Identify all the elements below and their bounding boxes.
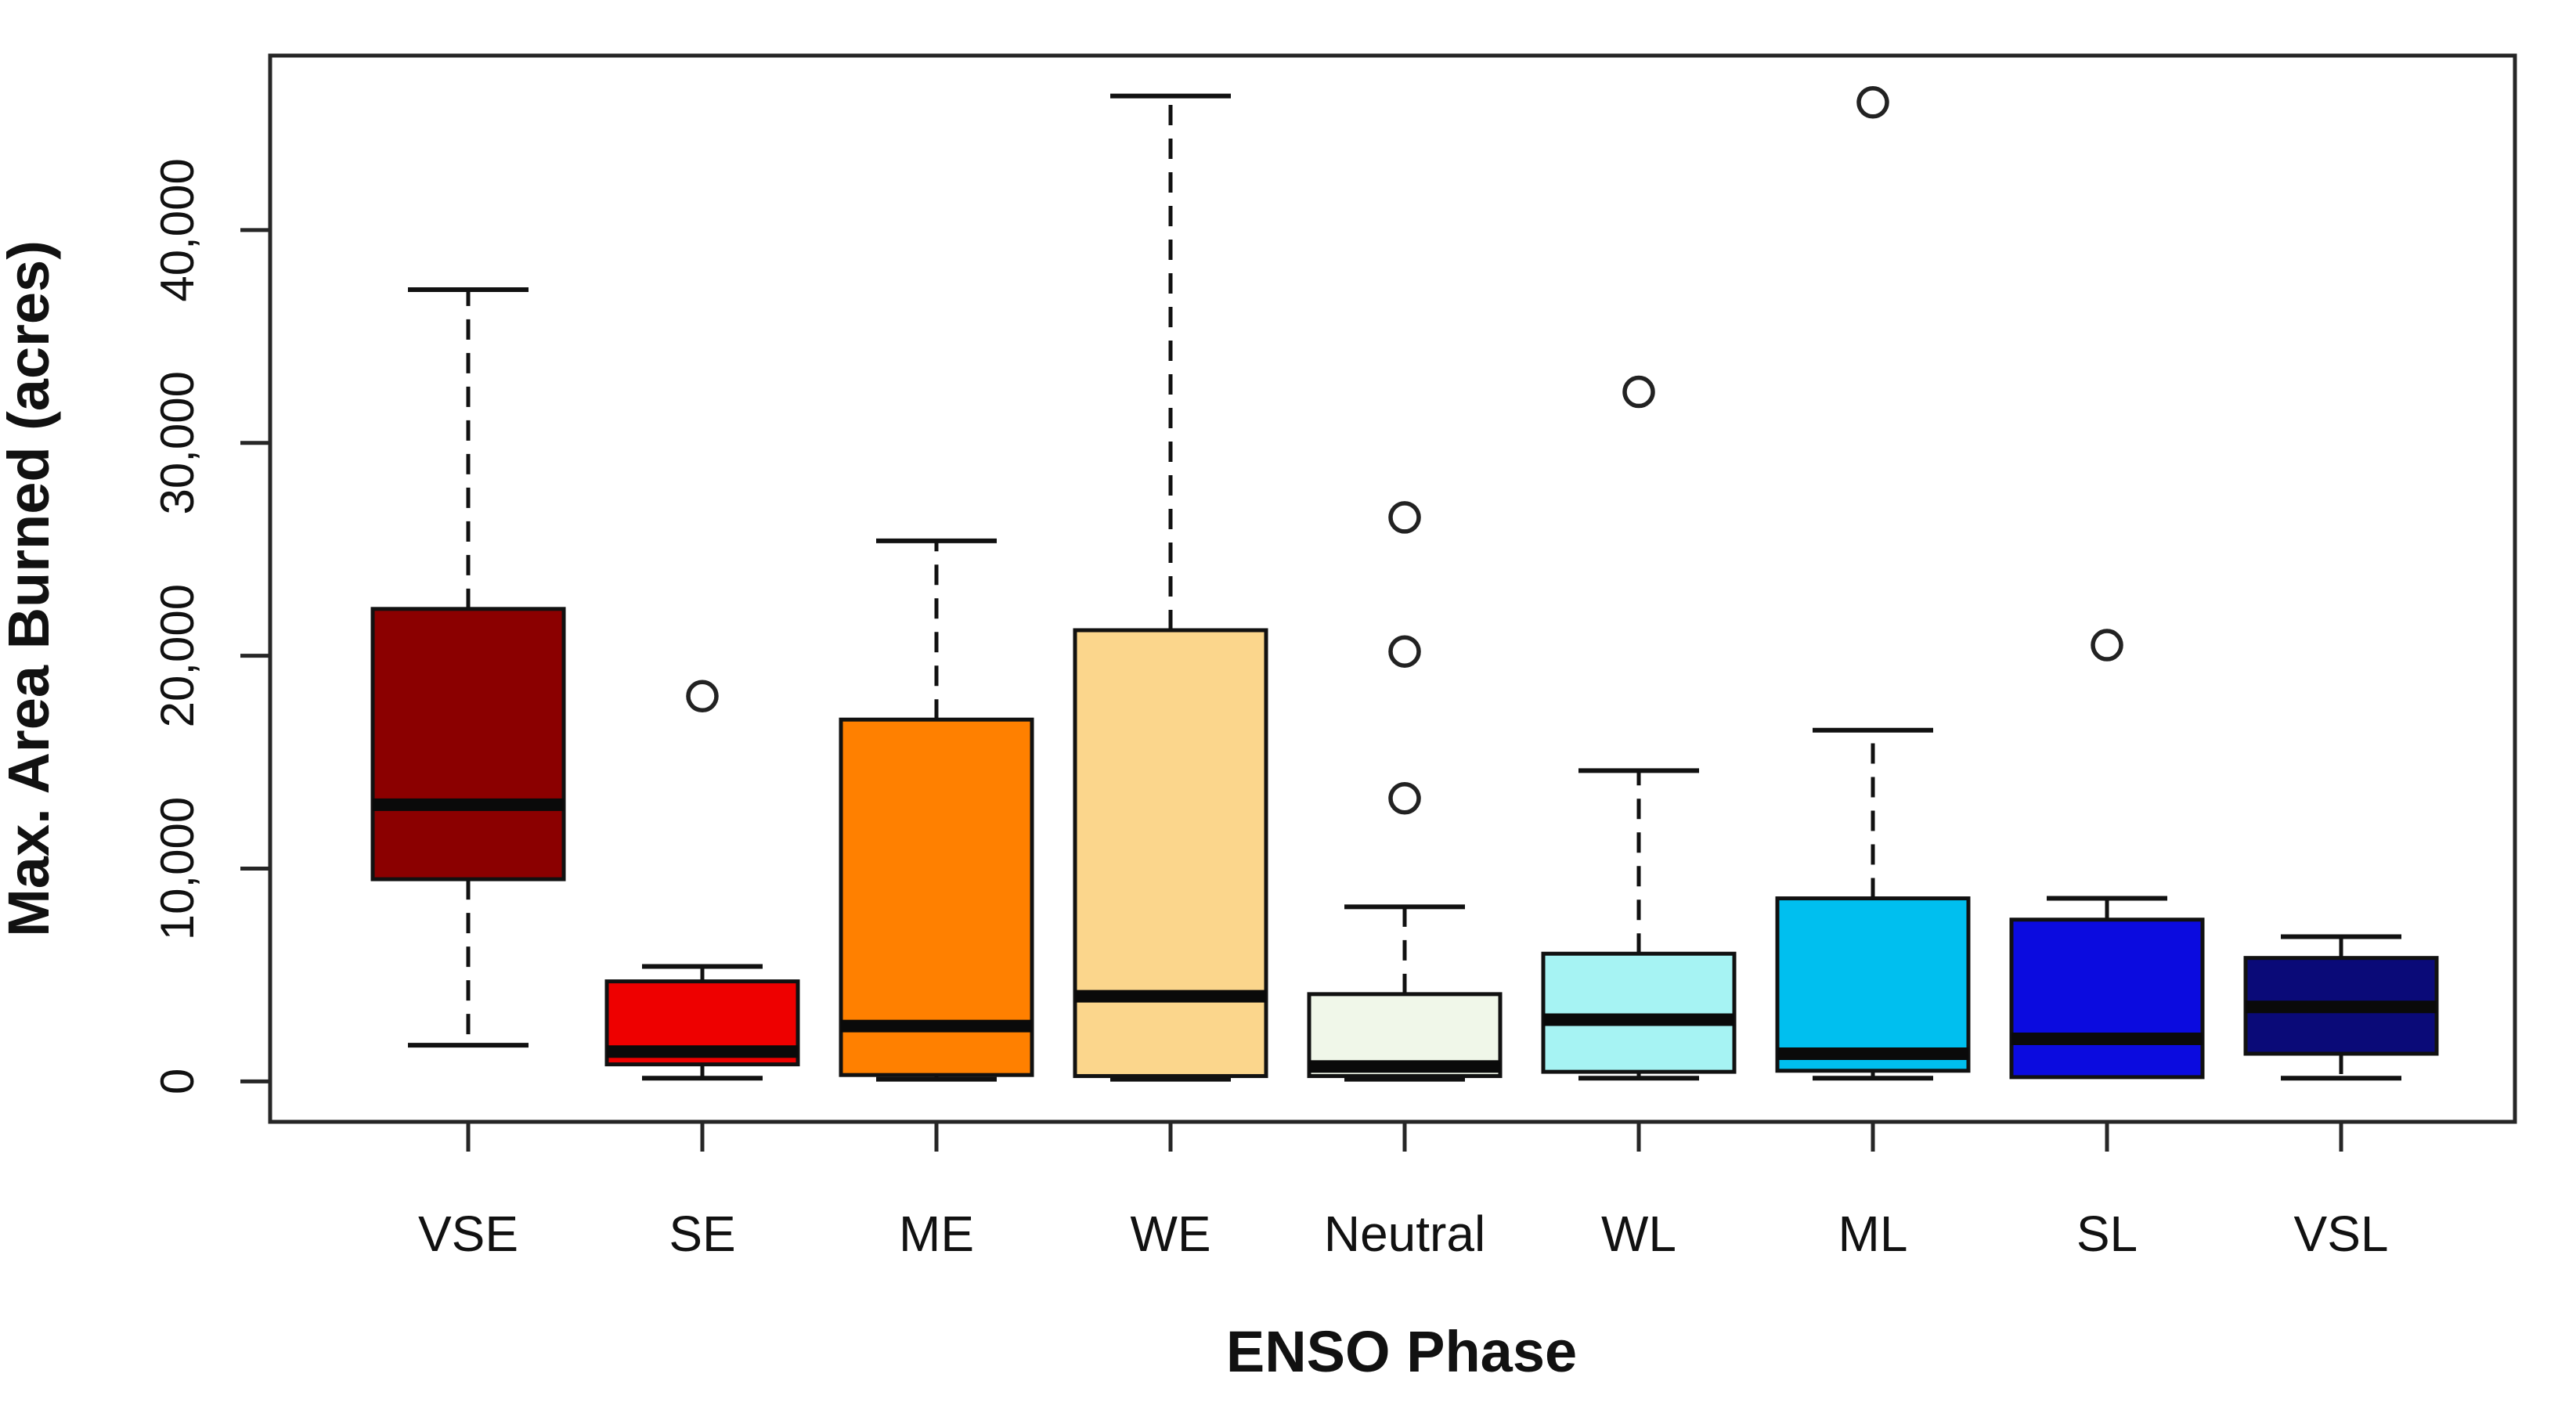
- x-category-label: ME: [899, 1206, 974, 1262]
- median-line: [1543, 1013, 1734, 1026]
- y-tick-label: 10,000: [151, 797, 204, 941]
- iqr-box: [1541, 951, 1737, 1074]
- y-axis-title: Max. Area Burned (acres): [0, 240, 61, 937]
- x-axis-title: ENSO Phase: [1226, 1319, 1577, 1384]
- iqr-box: [370, 607, 566, 881]
- outlier-point: [1388, 501, 1421, 534]
- outlier-point: [686, 680, 719, 713]
- median-line: [373, 798, 564, 811]
- x-category-label: Neutral: [1324, 1206, 1485, 1262]
- x-category-label: WL: [1601, 1206, 1676, 1262]
- y-tick-label: 30,000: [151, 371, 204, 515]
- boxplot-ME: [839, 538, 1034, 1082]
- median-line: [1309, 1060, 1500, 1073]
- y-tick-label: 40,000: [151, 158, 204, 302]
- boxplot-SL: [2009, 629, 2205, 1080]
- x-category-label: VSL: [2294, 1206, 2389, 1262]
- outlier-point: [1622, 375, 1655, 409]
- outlier-point: [1388, 782, 1421, 815]
- iqr-box: [1073, 628, 1268, 1079]
- y-tick-label: 20,000: [151, 584, 204, 728]
- boxplot-WE: [1073, 93, 1268, 1082]
- x-category-label: WE: [1130, 1206, 1210, 1262]
- outlier-point: [1856, 86, 1889, 119]
- x-category-label: SE: [669, 1206, 735, 1262]
- outlier-point: [1388, 635, 1421, 668]
- y-tick-label: 0: [151, 1069, 204, 1094]
- boxplot-WL: [1541, 375, 1737, 1081]
- median-line: [841, 1019, 1032, 1033]
- boxplot-Neutral: [1307, 501, 1503, 1082]
- median-line: [2246, 1000, 2437, 1014]
- iqr-box: [1775, 896, 1971, 1073]
- x-category-label: ML: [1838, 1206, 1908, 1262]
- boxplot-ML: [1775, 86, 1971, 1081]
- outlier-point: [2091, 629, 2123, 662]
- x-category-label: SL: [2076, 1206, 2138, 1262]
- median-line: [1777, 1047, 1968, 1061]
- median-line: [607, 1045, 798, 1058]
- median-line: [2011, 1032, 2203, 1045]
- boxplot-SE: [604, 680, 800, 1081]
- iqr-box: [2009, 918, 2205, 1080]
- x-category-label: VSE: [418, 1206, 518, 1262]
- boxplot-VSL: [2243, 934, 2439, 1081]
- iqr-box: [839, 717, 1034, 1077]
- plot-border: [268, 53, 2517, 1124]
- median-line: [1075, 990, 1266, 1003]
- boxplot-VSE: [370, 287, 566, 1048]
